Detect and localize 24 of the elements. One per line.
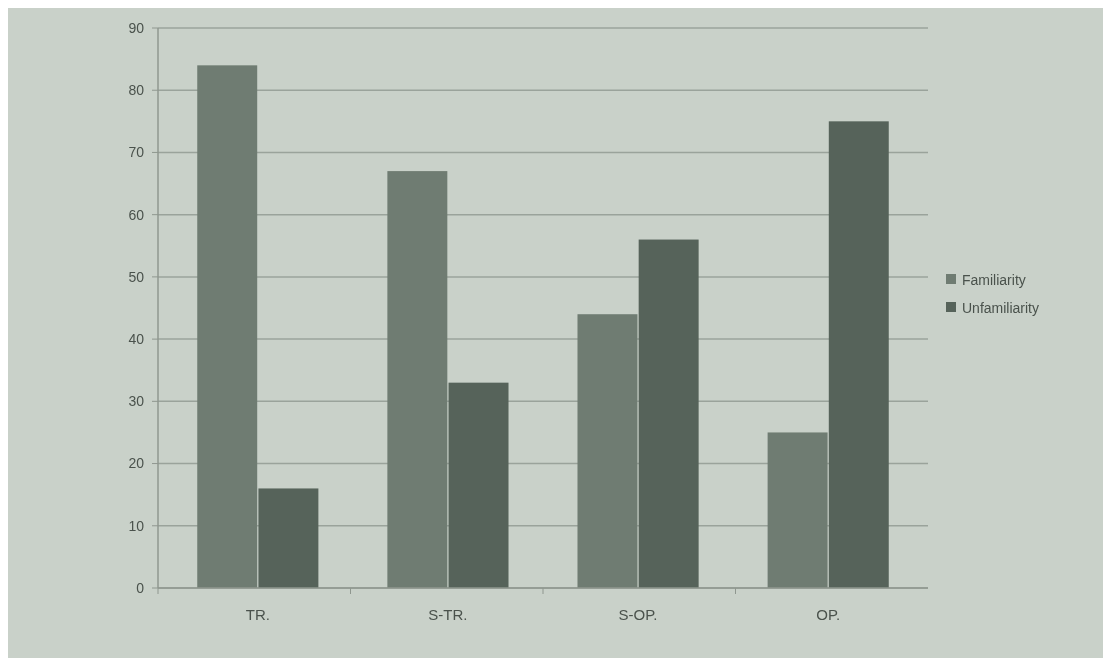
bar	[638, 239, 699, 588]
bar	[767, 432, 828, 588]
y-tick-label: 40	[128, 331, 145, 348]
legend-label: Familiarity	[962, 271, 1026, 288]
y-tick-label: 80	[128, 82, 145, 99]
bar	[197, 65, 258, 588]
y-tick-label: 20	[128, 455, 145, 472]
y-tick-label: 10	[128, 517, 145, 534]
x-tick-label: S-TR.	[428, 606, 468, 623]
bar	[577, 314, 638, 588]
y-tick-label: 50	[128, 268, 145, 285]
bar	[258, 488, 319, 588]
bar	[828, 121, 889, 588]
y-tick-label: 30	[128, 393, 145, 410]
y-tick-label: 60	[128, 206, 145, 223]
y-tick-label: 70	[128, 144, 145, 161]
y-tick-label: 90	[128, 19, 145, 36]
x-tick-label: OP.	[816, 606, 841, 623]
bar	[448, 382, 509, 588]
y-tick-label: 0	[136, 579, 145, 596]
x-tick-label: TR.	[245, 606, 270, 623]
x-tick-label: S-OP.	[618, 606, 658, 623]
bar	[387, 171, 448, 588]
legend-label: Unfamiliarity	[962, 299, 1040, 316]
